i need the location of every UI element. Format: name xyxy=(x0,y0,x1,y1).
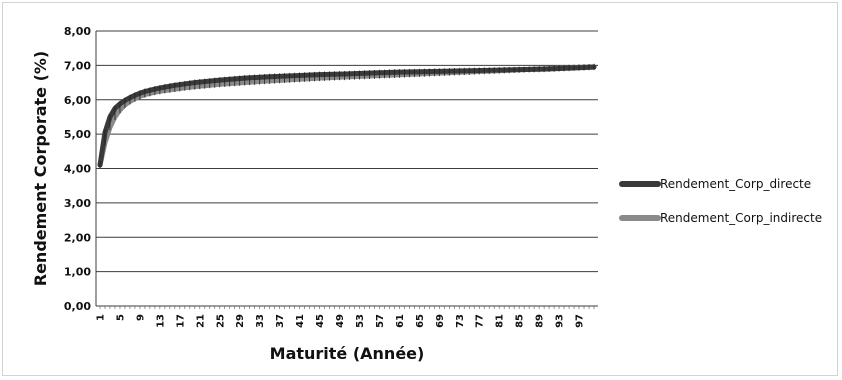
series-line-directe xyxy=(97,64,597,168)
y-tick-label: 6,00 xyxy=(64,94,91,107)
x-tick-marks xyxy=(99,306,595,309)
series-line-indirecte xyxy=(97,64,597,168)
x-axis-title: Maturité (Année) xyxy=(270,344,425,363)
y-tick-label: 5,00 xyxy=(64,128,91,141)
y-tick-label: 4,00 xyxy=(64,163,91,176)
y-axis-title: Rendement Corporate (%) xyxy=(31,51,50,286)
x-tick-label: 29 xyxy=(235,314,246,328)
x-tick-label: 65 xyxy=(415,314,426,328)
series-lines xyxy=(97,63,597,169)
y-tick-label: 7,00 xyxy=(64,59,91,72)
x-tick-label: 1 xyxy=(96,314,107,321)
x-tick-label: 73 xyxy=(455,314,466,328)
x-tick-label: 45 xyxy=(315,314,326,328)
x-tick-label: 61 xyxy=(395,314,406,328)
x-tick-label: 37 xyxy=(275,314,286,328)
x-tick-label: 81 xyxy=(495,314,506,328)
x-tick-labels: 1 5 9 13 17 21 25 29 33 37 41 45 49 53 57 61 65 69 73 77 81 8… xyxy=(96,314,586,328)
y-tick-label: 0,00 xyxy=(64,300,91,313)
chart-frame xyxy=(2,2,838,376)
x-tick-label: 57 xyxy=(375,314,386,328)
x-tick-label: 93 xyxy=(555,314,566,328)
y-tick-label: 1,00 xyxy=(64,266,91,279)
y-tick-label: 3,00 xyxy=(64,197,91,210)
x-tick-label: 97 xyxy=(575,314,586,328)
x-tick-label: 49 xyxy=(335,314,346,328)
x-tick-label: 41 xyxy=(295,314,306,328)
legend-label-directe: Rendement_Corp_directe xyxy=(660,177,811,191)
y-tick-label: 2,00 xyxy=(64,231,91,244)
x-tick-label: 13 xyxy=(155,314,166,328)
x-tick-label: 69 xyxy=(435,314,446,328)
x-tick-label: 85 xyxy=(515,314,526,328)
x-tick-label: 53 xyxy=(355,314,366,328)
x-tick-label: 89 xyxy=(535,314,546,328)
legend-label-indirecte: Rendement_Corp_indirecte xyxy=(660,211,822,225)
y-tick-label: 8,00 xyxy=(64,25,91,38)
y-tick-labels: 0,00 1,00 2,00 3,00 4,00 5,00 6,00 7,00 8,00 xyxy=(64,25,91,313)
x-tick-label: 9 xyxy=(135,314,146,321)
x-tick-label: 17 xyxy=(175,314,186,328)
x-tick-label: 21 xyxy=(195,314,206,328)
x-tick-label: 33 xyxy=(255,314,266,328)
legend: Rendement_Corp_directe Rendement_Corp_in… xyxy=(619,177,822,225)
x-tick-label: 5 xyxy=(115,314,126,321)
x-tick-label: 25 xyxy=(215,314,226,328)
x-tick-label: 77 xyxy=(475,314,486,328)
